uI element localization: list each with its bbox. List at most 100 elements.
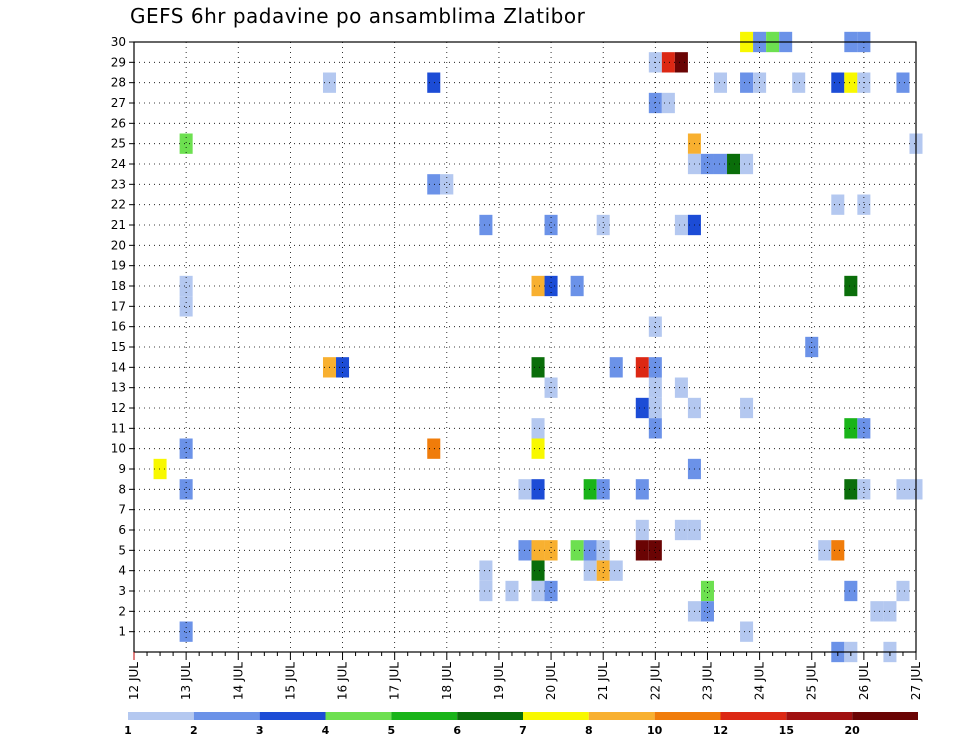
data-cell [896,580,910,602]
data-cell [544,214,558,236]
colorbar-swatch [325,712,392,720]
data-cell [609,357,623,378]
data-cell [713,72,728,93]
x-tick-label: 12 JUL [127,662,141,700]
x-tick-label: 21 JUL [596,662,610,700]
y-tick-label: 21 [111,218,126,232]
data-cell [674,52,688,73]
data-cell [583,479,597,500]
y-tick-label: 15 [111,340,126,354]
y-tick-label: 9 [118,462,126,476]
data-cell [544,580,558,602]
colorbar-swatch [720,712,787,720]
colorbar-label: 20 [845,724,861,737]
data-cell [844,580,858,602]
data-cell [740,72,754,93]
y-tick-label: 11 [111,421,126,435]
data-cell [609,560,623,581]
data-cell [844,479,858,500]
y-tick-label: 19 [111,259,126,273]
data-cell [792,72,806,93]
y-tick-label: 4 [118,564,126,578]
y-tick-label: 10 [111,442,126,456]
y-axis: 1234567891011121314151617181920212223242… [111,35,134,639]
data-cell [896,72,910,93]
x-tick-label: 20 JUL [544,662,558,700]
data-cell [857,418,871,439]
data-cell [179,296,193,317]
data-cell [440,174,454,195]
data-cell [674,377,688,398]
data-cell [427,174,441,195]
colorbar-label: 2 [190,724,198,737]
data-cell [570,540,584,561]
colorbar-label: 1 [124,724,132,737]
colorbar-label: 15 [779,724,794,737]
x-tick-label: 17 JUL [388,662,402,700]
data-cell [531,540,545,561]
colorbar: 1 2 3 4 5 6 7 8 10 12 15 20 [124,712,918,737]
data-cell [661,92,675,114]
data-cell [857,479,871,500]
x-axis: 12 JUL 13 JUL 14 JUL 15 JUL 16 JUL 17 JUL 18 J… [127,652,923,700]
y-tick-label: 27 [111,96,126,110]
data-cell [674,214,688,236]
data-cell [870,601,884,622]
colorbar-label: 7 [519,724,527,737]
data-cell [179,479,193,500]
data-cell [531,560,545,581]
y-tick-label: 23 [111,177,126,191]
data-cell [179,275,193,297]
data-cell [844,418,858,439]
data-cell [648,540,662,561]
data-cell [831,72,845,93]
data-cell [544,275,558,297]
colorbar-swatch [128,712,194,720]
y-tick-label: 16 [111,320,126,334]
colorbar-swatch [259,712,326,720]
data-cell [740,621,754,642]
colorbar-label: 3 [256,724,264,737]
data-cell [857,194,871,215]
x-tick-label: 15 JUL [283,662,297,700]
y-tick-label: 28 [111,76,126,90]
x-tick-label: 22 JUL [648,662,662,700]
y-tick-label: 6 [118,523,126,537]
data-cell [831,194,845,215]
data-cell [596,540,610,561]
data-cell [179,438,193,459]
data-cells [153,31,923,663]
data-cell [531,275,545,297]
data-cell [596,560,610,581]
data-cell [531,580,545,602]
data-cell [427,72,441,93]
data-cell [479,214,493,236]
data-cell [740,153,754,175]
y-tick-label: 18 [111,279,126,293]
data-cell [596,479,610,500]
data-cell [713,153,728,175]
data-cell [635,397,649,419]
data-cell [661,52,675,73]
data-cell [648,316,662,337]
data-cell [700,580,714,602]
data-cell [635,540,649,561]
y-tick-label: 22 [111,198,126,212]
data-cell [583,560,597,581]
data-cell [479,580,493,602]
x-tick-label: 25 JUL [805,662,819,700]
colorbar-swatch [786,712,853,720]
x-tick-label: 16 JUL [336,662,350,700]
colorbar-label: 4 [322,724,330,737]
colorbar-swatch [852,712,918,720]
x-tick-label: 27 JUL [909,662,923,700]
data-cell [153,458,167,480]
data-cell [740,397,754,419]
x-tick-label: 19 JUL [492,662,506,700]
x-tick-label: 23 JUL [700,662,714,700]
y-tick-label: 20 [111,238,126,252]
data-cell [700,153,714,175]
data-cell [596,214,610,236]
data-cell [700,601,714,622]
data-cell [583,540,597,561]
